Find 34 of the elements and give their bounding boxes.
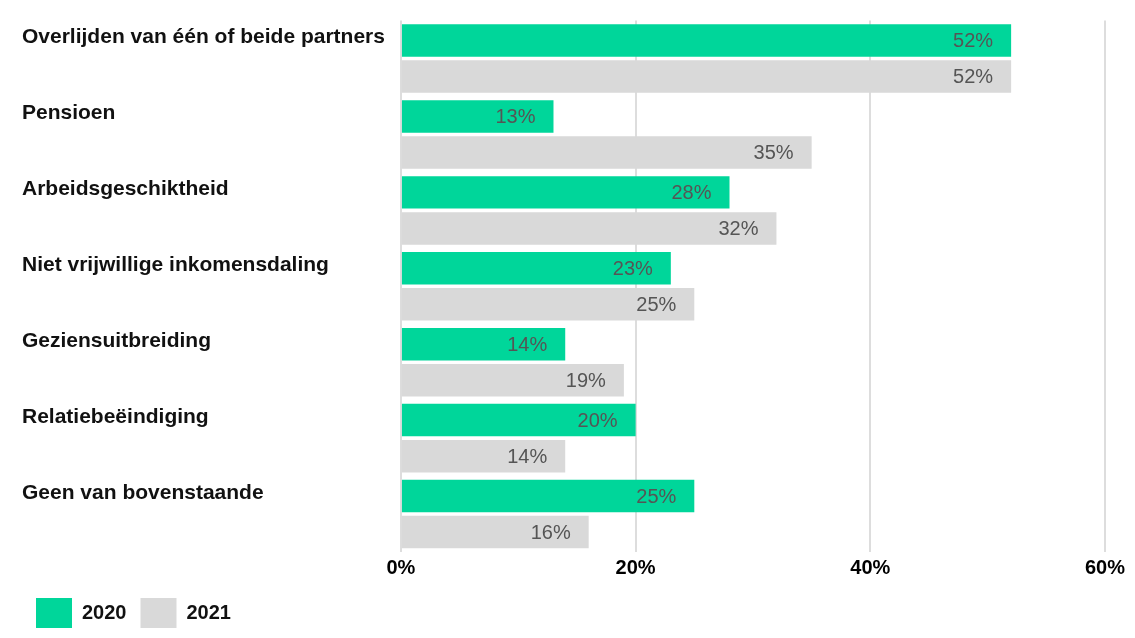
y-tick-label: Geen van bovenstaande	[22, 479, 264, 503]
y-tick-label: Relatiebeëindiging	[22, 403, 209, 427]
y-tick-label: Arbeidsgeschiktheid	[22, 176, 229, 200]
x-tick-label: 60%	[1084, 555, 1126, 578]
x-tick-label: 20%	[615, 555, 656, 578]
y-tick-label: Geziensuitbreiding	[22, 328, 212, 352]
data-label: 14%	[507, 332, 548, 355]
x-tick-label: 0%	[386, 555, 416, 578]
data-label: 32%	[718, 216, 759, 239]
data-label: 19%	[565, 368, 607, 391]
data-label: 25%	[636, 292, 677, 315]
y-tick-label: Niet vrijwillige inkomensdaling	[22, 252, 329, 276]
data-label: 23%	[612, 256, 654, 279]
x-tick-label: 40%	[850, 555, 891, 578]
bar	[401, 327, 566, 361]
bar	[401, 176, 730, 209]
y-tick-label: Pensioen	[22, 100, 116, 124]
data-label: 35%	[753, 141, 794, 164]
data-label: 28%	[671, 180, 712, 203]
data-label: 14%	[507, 444, 548, 467]
bar	[401, 479, 695, 513]
y-tick-label: Overlijden van één of beide partners	[22, 24, 385, 48]
bar	[401, 24, 1012, 57]
data-label: 52%	[953, 65, 994, 88]
data-label: 16%	[530, 520, 571, 543]
bar	[401, 252, 671, 285]
data-label: 52%	[953, 29, 994, 52]
bar	[401, 100, 554, 133]
data-label: 20%	[577, 408, 618, 431]
data-label: 25%	[636, 484, 677, 507]
data-label: 13%	[495, 104, 536, 127]
bar	[401, 403, 636, 437]
legend-label: 2020	[82, 600, 127, 623]
legend-label: 2021	[186, 600, 231, 623]
